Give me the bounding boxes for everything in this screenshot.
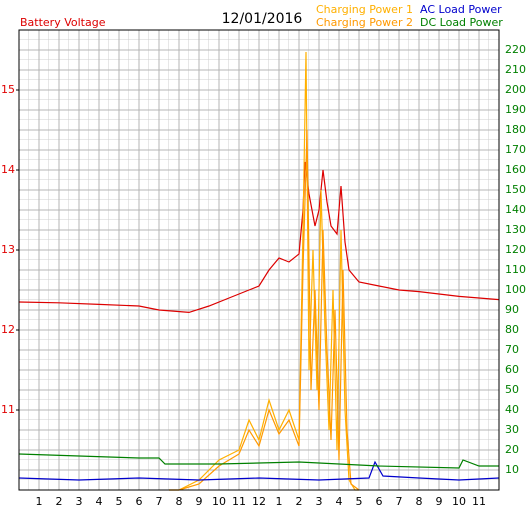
y2-tick-label: 170 — [505, 143, 526, 156]
x-tick-label: 4 — [96, 495, 103, 508]
y2-tick-label: 80 — [505, 323, 519, 336]
x-tick-label: 8 — [416, 495, 423, 508]
series-line — [169, 51, 359, 491]
y2-tick-label: 10 — [505, 463, 519, 476]
y-tick-label: 14 — [1, 163, 15, 176]
y2-tick-label: 130 — [505, 223, 526, 236]
x-tick-label: 5 — [356, 495, 363, 508]
series-line — [169, 129, 360, 491]
y-axis-title: Battery Voltage — [20, 16, 106, 29]
series-line — [18, 453, 499, 469]
x-tick-label: 12 — [252, 495, 266, 508]
x-tick-label: 7 — [156, 495, 163, 508]
y2-tick-label: 30 — [505, 423, 519, 436]
x-tick-label: 11 — [232, 495, 246, 508]
x-tick-label: 2 — [56, 495, 63, 508]
y2-tick-label: 120 — [505, 243, 526, 256]
x-tick-label: 5 — [116, 495, 123, 508]
y2-tick-label: 190 — [505, 103, 526, 116]
x-tick-label: 4 — [336, 495, 343, 508]
y2-tick-label: 150 — [505, 183, 526, 196]
x-tick-label: 9 — [436, 495, 443, 508]
x-tick-label: 3 — [76, 495, 83, 508]
y-tick-label: 11 — [1, 403, 15, 416]
legend-entry: DC Load Power — [420, 16, 503, 29]
y2-tick-label: 180 — [505, 123, 526, 136]
x-tick-label: 9 — [196, 495, 203, 508]
y2-tick-label: 70 — [505, 343, 519, 356]
x-tick-label: 1 — [276, 495, 283, 508]
y2-tick-label: 160 — [505, 163, 526, 176]
y2-tick-label: 50 — [505, 383, 519, 396]
x-tick-label: 1 — [36, 495, 43, 508]
y2-tick-label: 100 — [505, 283, 526, 296]
x-tick-label: 10 — [212, 495, 226, 508]
y2-tick-label: 20 — [505, 443, 519, 456]
x-tick-label: 3 — [316, 495, 323, 508]
plot-border — [18, 29, 500, 491]
legend-entry: AC Load Power — [420, 3, 502, 16]
y-tick-label: 13 — [1, 243, 15, 256]
legend-entry: Charging Power 2 — [316, 16, 413, 29]
y2-tick-label: 140 — [505, 203, 526, 216]
x-tick-label: 6 — [376, 495, 383, 508]
y2-tick-label: 200 — [505, 83, 526, 96]
series-line — [18, 161, 500, 314]
legend-entry: Charging Power 1 — [316, 3, 413, 16]
y-tick-label: 15 — [1, 83, 15, 96]
y2-tick-label: 210 — [505, 63, 526, 76]
y2-tick-label: 40 — [505, 403, 519, 416]
y2-tick-label: 90 — [505, 303, 519, 316]
x-tick-label: 8 — [176, 495, 183, 508]
y-tick-label: 12 — [1, 323, 15, 336]
y2-tick-label: 220 — [505, 43, 526, 56]
x-tick-label: 11 — [472, 495, 486, 508]
x-tick-label: 6 — [136, 495, 143, 508]
x-tick-label: 10 — [452, 495, 466, 508]
y2-tick-label: 60 — [505, 363, 519, 376]
series-line — [18, 460, 500, 481]
y2-tick-label: 110 — [505, 263, 526, 276]
x-tick-label: 2 — [296, 495, 303, 508]
chart-title: 12/01/2016 — [222, 11, 303, 27]
x-tick-label: 7 — [396, 495, 403, 508]
